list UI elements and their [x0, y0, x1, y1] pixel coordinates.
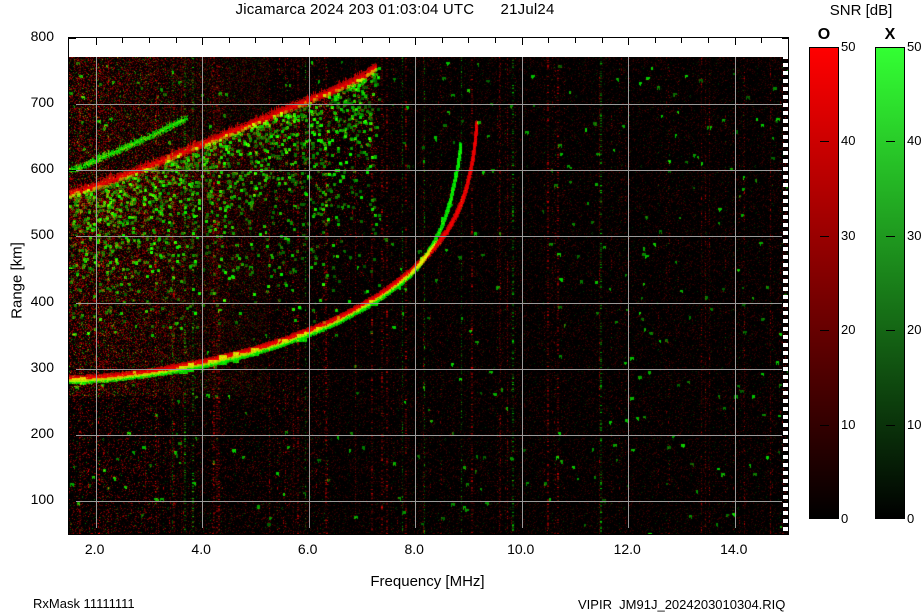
- colorbar-tick-dash: [820, 425, 829, 426]
- colorbar-tick-label: 30: [907, 227, 922, 243]
- gridline-horizontal: [69, 501, 788, 502]
- colorbar-o-mode-label: O: [817, 26, 831, 43]
- y-tick-label: 200: [30, 424, 54, 441]
- plot-top-white-band: [69, 38, 788, 57]
- rxmask-label: RxMask 11111111: [33, 596, 135, 611]
- gridline-vertical: [628, 57, 629, 534]
- gridline-horizontal: [69, 369, 788, 370]
- gridline-vertical: [96, 57, 97, 534]
- x-tick-label: 6.0: [297, 541, 318, 557]
- colorbar-tick-label: 20: [841, 322, 856, 338]
- gridline-vertical: [309, 57, 310, 534]
- y-tick-label: 500: [30, 226, 54, 243]
- colorbar-tick-dash: [820, 141, 829, 142]
- colorbar-tick-label: 10: [907, 416, 922, 432]
- y-tick-label: 400: [30, 292, 54, 309]
- ionogram-plot[interactable]: [68, 37, 789, 535]
- colorbar-tick-label: 40: [907, 133, 922, 149]
- gridline-horizontal: [69, 435, 788, 436]
- gridline-vertical: [735, 57, 736, 534]
- gridline-vertical: [202, 57, 203, 534]
- y-tick-label: 800: [30, 28, 54, 44]
- colorbar-tick-dash: [886, 425, 895, 426]
- x-tick-label: 2.0: [84, 541, 105, 557]
- source-file-label: VIPIR JM91J_2024203010304.RIQ: [578, 597, 786, 612]
- colorbar-tick-dash: [886, 236, 895, 237]
- y-axis-tick-labels: 100 200 300 400 500 600 700 800: [0, 0, 62, 614]
- colorbar-tick-label: 40: [841, 133, 856, 149]
- colorbar-tick-label: 50: [841, 39, 856, 54]
- page-title: Jicamarca 2024 203 01:03:04 UTC 21Jul24: [235, 1, 555, 18]
- colorbar-tick-dash: [820, 236, 829, 237]
- x-tick-label: 14.0: [720, 541, 748, 557]
- colorbar-o-gradient: [809, 47, 839, 519]
- colorbar-tick-dash: [886, 141, 895, 142]
- x-tick-label: 12.0: [613, 541, 641, 557]
- y-axis-title: Range [km]: [8, 242, 26, 319]
- x-tick-label: 8.0: [404, 541, 424, 557]
- ionogram-canvas: [69, 38, 788, 534]
- y-tick-label: 700: [30, 94, 54, 111]
- colorbar-tick-label: 0: [907, 511, 915, 526]
- x-axis-title: Frequency [MHz]: [370, 573, 485, 590]
- x-tick-label: 10.0: [507, 541, 535, 557]
- gridline-horizontal: [69, 236, 788, 237]
- gridline-horizontal: [69, 170, 788, 171]
- colorbar-tick-dash: [886, 330, 895, 331]
- colorbar-tick-dash: [820, 330, 829, 331]
- colorbar-tick-label: 50: [907, 39, 922, 54]
- colorbar-tick-label: 0: [841, 511, 849, 526]
- y-tick-label: 100: [30, 490, 54, 507]
- colorbar-tick-label: 20: [907, 322, 922, 338]
- x-tick-label: 4.0: [191, 541, 211, 557]
- gridline-vertical: [522, 57, 523, 534]
- colorbar-tick-label: 10: [841, 416, 856, 432]
- colorbar-x-mode-label: X: [884, 26, 896, 43]
- y-tick-label: 300: [30, 358, 54, 375]
- colorbar-panel: SNR [dB] O X 0 0 10 10 20 20 30 30 40 40 50 50: [795, 0, 922, 560]
- gridline-horizontal: [69, 303, 788, 304]
- gridline-horizontal: [69, 104, 788, 105]
- colorbar-tick-label: 30: [841, 227, 856, 243]
- colorbar-x-gradient: [875, 47, 905, 519]
- y-tick-label: 600: [30, 160, 54, 177]
- colorbar-title: SNR [dB]: [829, 2, 893, 19]
- gridline-vertical: [415, 57, 416, 534]
